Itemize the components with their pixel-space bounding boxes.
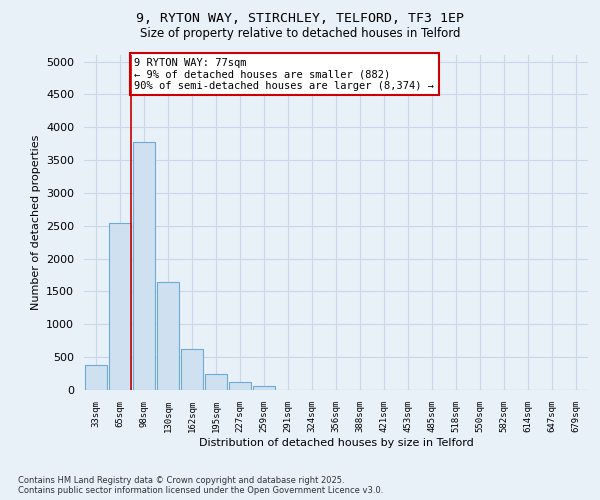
Text: 9 RYTON WAY: 77sqm
← 9% of detached houses are smaller (882)
90% of semi-detache: 9 RYTON WAY: 77sqm ← 9% of detached hous… (134, 58, 434, 91)
Text: Size of property relative to detached houses in Telford: Size of property relative to detached ho… (140, 28, 460, 40)
Bar (229, 382, 251, 390)
Bar (181, 350, 203, 390)
Bar (109, 222, 131, 390)
Bar (157, 282, 179, 390)
Y-axis label: Number of detached properties: Number of detached properties (31, 135, 41, 310)
Text: Contains HM Land Registry data © Crown copyright and database right 2025.
Contai: Contains HM Land Registry data © Crown c… (18, 476, 383, 495)
Bar (205, 374, 227, 390)
Bar (85, 365, 107, 390)
Bar (133, 142, 155, 390)
X-axis label: Distribution of detached houses by size in Telford: Distribution of detached houses by size … (199, 438, 473, 448)
Text: 9, RYTON WAY, STIRCHLEY, TELFORD, TF3 1EP: 9, RYTON WAY, STIRCHLEY, TELFORD, TF3 1E… (136, 12, 464, 26)
Bar (253, 386, 275, 390)
